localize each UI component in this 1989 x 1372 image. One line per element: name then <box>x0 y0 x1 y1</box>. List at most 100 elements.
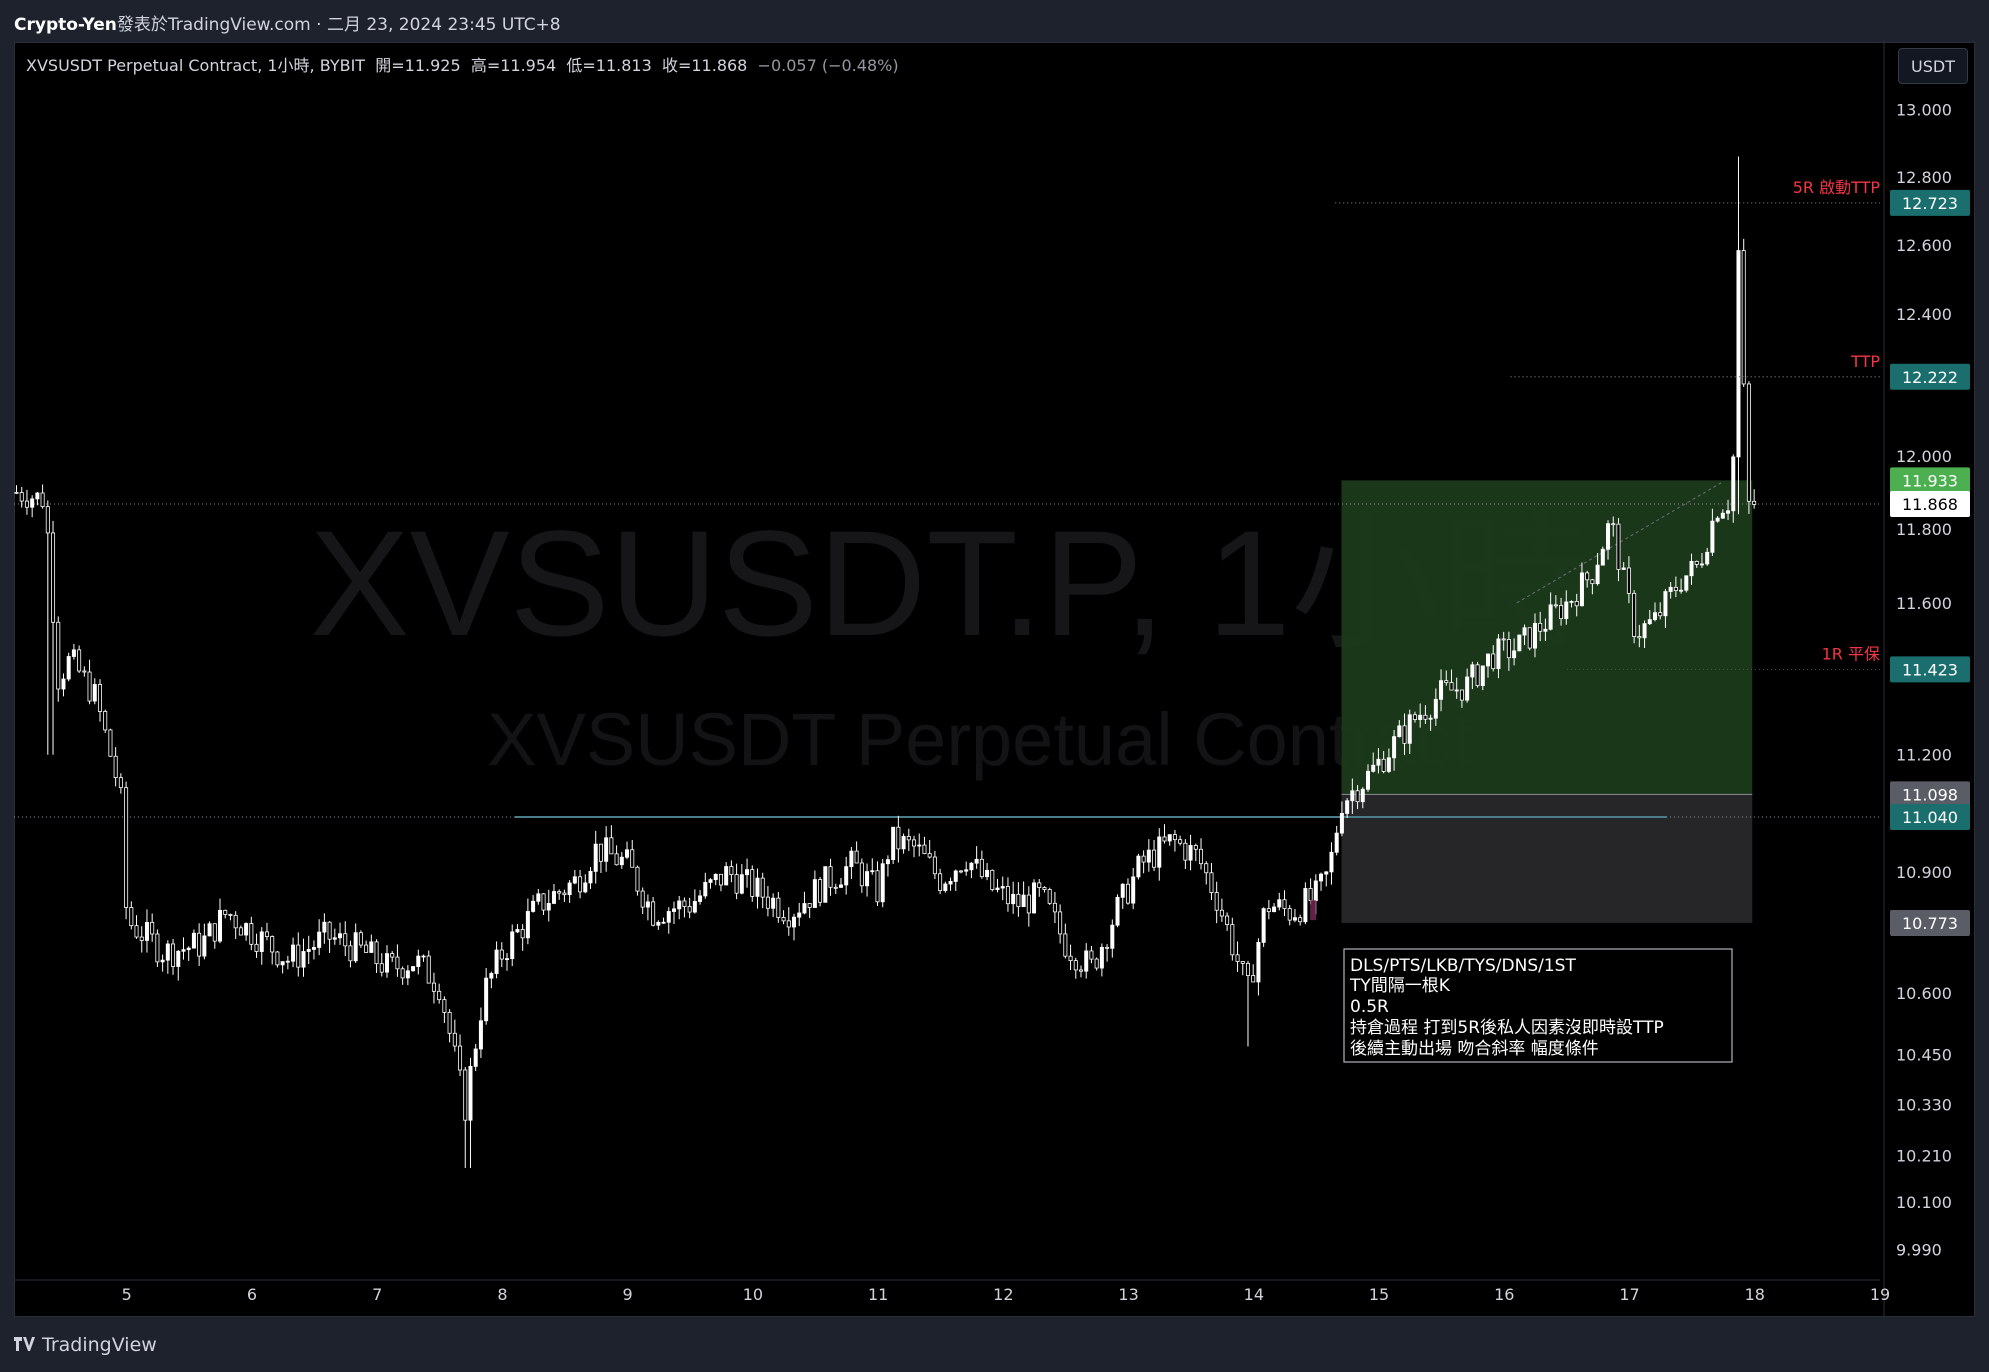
candle-body-106 <box>567 882 572 896</box>
published-text: 發表於TradingView.com <box>116 15 311 35</box>
candle-body-291 <box>1532 622 1537 649</box>
candle-body-180 <box>953 870 958 882</box>
time-axis[interactable]: 5 6 7 8 9 10 11 12 13 14 15 16 17 18 19 <box>14 1279 1890 1304</box>
publish-info: Crypto-Yen發表於TradingView.com · 二月 23, 20… <box>14 15 561 35</box>
candle-body-133 <box>708 879 713 883</box>
candle-body-301 <box>1585 572 1590 581</box>
price-label-bg-0 <box>1890 189 1970 216</box>
candle-body-266 <box>1402 725 1407 744</box>
x-tick-3: 8 <box>497 1285 507 1304</box>
candle-body-265 <box>1397 725 1402 738</box>
candle-body-65 <box>353 932 358 962</box>
candle-body-62 <box>338 933 343 939</box>
candle-body-225 <box>1188 845 1193 861</box>
candle-body-70 <box>379 963 384 973</box>
candle-body-128 <box>682 900 687 907</box>
candle-body-231 <box>1219 909 1224 917</box>
candle-body-164 <box>870 870 875 873</box>
candle-body-125 <box>666 911 671 923</box>
candle-body-275 <box>1449 682 1454 691</box>
candle-body-51 <box>280 961 285 966</box>
tradingview-logo[interactable]: TradingView <box>14 1334 157 1356</box>
price-axis[interactable]: 13.000 12.800 12.600 12.400 12.000 11.800 11.6… <box>1883 40 1970 1316</box>
legend-close: 收=11.868 <box>661 56 748 75</box>
x-tick-2: 7 <box>372 1285 382 1304</box>
candle-body-209 <box>1105 946 1110 949</box>
candle-body-129 <box>687 906 692 913</box>
candle-body-130 <box>692 901 697 913</box>
candle-body-328 <box>1726 510 1731 514</box>
candle-body-142 <box>755 877 760 897</box>
candle-body-205 <box>1084 950 1089 972</box>
candles <box>14 156 1757 1169</box>
candle-body-251 <box>1324 871 1329 875</box>
candle-body-303 <box>1595 564 1600 585</box>
x-tick-8: 13 <box>1118 1285 1138 1304</box>
stop-zone[interactable] <box>1341 794 1753 923</box>
candle-body-76 <box>411 966 416 972</box>
candle-body-1 <box>19 492 24 502</box>
candle-body-84 <box>452 1032 457 1047</box>
candle-body-43 <box>238 927 243 936</box>
candle-body-112 <box>598 843 603 862</box>
currency-button[interactable]: USDT <box>1898 48 1968 84</box>
candle-body-246 <box>1298 917 1303 923</box>
profit-zone[interactable] <box>1341 480 1753 795</box>
candle-body-19 <box>113 755 118 779</box>
candle-body-178 <box>943 883 948 891</box>
x-tick-13: 18 <box>1745 1285 1765 1304</box>
candle-body-287 <box>1512 650 1517 659</box>
candle-body-272 <box>1433 698 1438 719</box>
candle-body-20 <box>118 777 123 789</box>
candle-body-93 <box>499 949 504 960</box>
candle-body-88 <box>473 1048 478 1067</box>
candle-body-0 <box>14 491 19 494</box>
candle-body-50 <box>275 951 280 966</box>
candle-body-313 <box>1647 619 1652 625</box>
candle-body-324 <box>1705 551 1710 565</box>
candle-body-259 <box>1365 770 1370 790</box>
candle-body-316 <box>1663 591 1668 617</box>
candle-body-318 <box>1673 586 1678 592</box>
candle-body-66 <box>358 932 363 946</box>
candle-body-195 <box>1032 882 1037 914</box>
candle-body-40 <box>223 909 228 915</box>
candle-body-210 <box>1110 924 1115 949</box>
symbol-legend[interactable]: XVSUSDT Perpetual Contract, 1小時, BYBIT 開… <box>26 52 899 76</box>
candle-body-17 <box>103 711 108 731</box>
candle-body-101 <box>541 893 546 911</box>
candle-body-27 <box>155 933 160 963</box>
candle-body-261 <box>1376 758 1381 766</box>
legend-high: 高=11.954 <box>470 56 557 75</box>
candle-body-188 <box>995 887 1000 891</box>
candle-body-203 <box>1073 960 1078 971</box>
long-position-tool[interactable] <box>1341 480 1753 923</box>
candle-body-67 <box>364 944 369 953</box>
candle-body-122 <box>651 901 656 926</box>
candle-body-121 <box>645 901 650 908</box>
candle-body-172 <box>912 839 917 847</box>
x-tick-4: 9 <box>623 1285 633 1304</box>
candle-body-288 <box>1517 634 1522 652</box>
candle-body-284 <box>1496 638 1501 670</box>
candle-body-169 <box>896 826 901 850</box>
candle-body-321 <box>1689 560 1694 577</box>
author-name[interactable]: Crypto-Yen <box>14 15 117 35</box>
price-label-bg-1 <box>1890 363 1970 390</box>
candle-body-192 <box>1016 893 1021 908</box>
candle-body-185 <box>979 858 984 878</box>
candle-body-245 <box>1292 917 1297 921</box>
price-label-bg-2 <box>1890 467 1970 494</box>
y-tick-10: 10.450 <box>1896 1046 1952 1065</box>
candle-body-55 <box>301 951 306 968</box>
candle-body-59 <box>322 921 327 933</box>
candle-body-47 <box>259 931 264 952</box>
annotation-box[interactable]: DLS/PTS/LKB/TYS/DNS/1ST TY間隔一根K 0.5R 持倉過… <box>1343 948 1733 1063</box>
candle-body-6 <box>45 506 50 534</box>
candle-body-247 <box>1303 888 1308 923</box>
candle-body-82 <box>442 999 447 1013</box>
candle-body-132 <box>703 882 708 897</box>
candle-body-69 <box>374 941 379 965</box>
candle-body-216 <box>1141 855 1146 863</box>
